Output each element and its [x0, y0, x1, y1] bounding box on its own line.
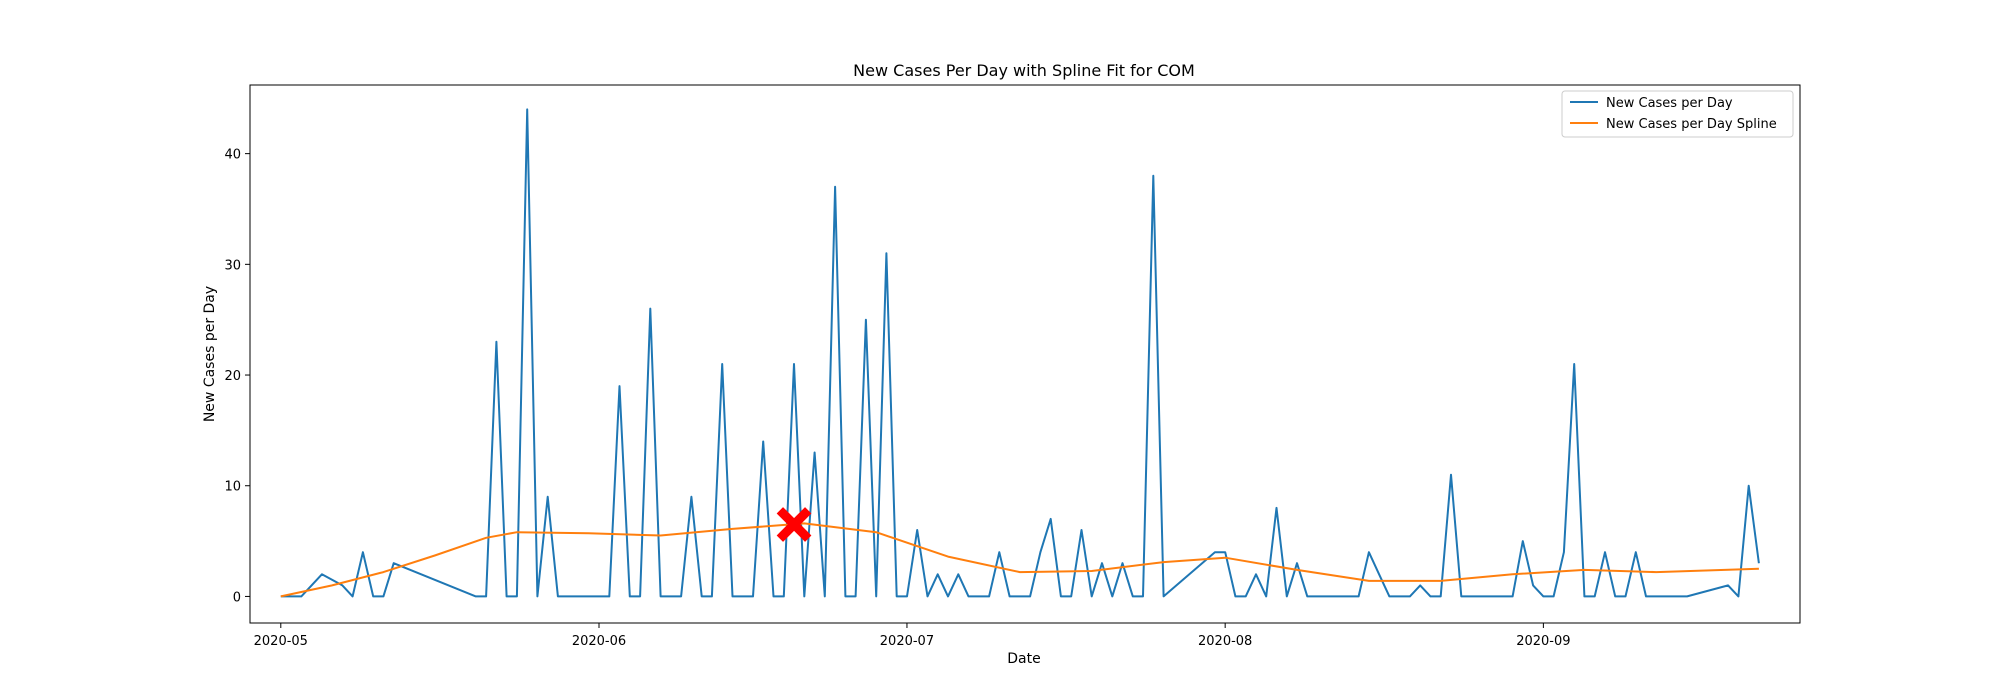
series-line-spline — [280, 522, 1759, 598]
legend-label-cases: New Cases per Day — [1606, 96, 1733, 111]
x-axis-ticks: 2020-05 2020-06 2020-07 2020-08 2020-09 — [254, 623, 1571, 649]
legend-box — [1561, 90, 1794, 138]
chart-title: New Cases Per Day with Spline Fit for CO… — [853, 61, 1195, 80]
x-tick-label: 2020-08 — [1198, 634, 1252, 649]
annotation-layer — [776, 507, 812, 542]
y-tick-label: 30 — [224, 258, 241, 273]
x-tick-label: 2020-06 — [572, 634, 626, 649]
y-axis-ticks: 0 10 20 30 40 — [224, 148, 250, 605]
legend: New Cases per Day New Cases per Day Spli… — [1561, 90, 1794, 138]
legend-label-spline: New Cases per Day Spline — [1606, 117, 1777, 132]
y-tick-label: 40 — [224, 148, 241, 163]
x-axis-label: Date — [1007, 651, 1040, 667]
y-tick-label: 20 — [224, 369, 241, 384]
y-tick-label: 0 — [233, 590, 241, 605]
y-axis-label: New Cases per Day — [202, 286, 218, 422]
y-tick-label: 10 — [224, 480, 241, 495]
x-tick-label: 2020-07 — [880, 634, 934, 649]
x-tick-label: 2020-05 — [254, 634, 308, 649]
x-tick-label: 2020-09 — [1516, 634, 1570, 649]
x-marker — [776, 507, 812, 542]
series-layer — [280, 108, 1760, 598]
series-line-cases — [280, 108, 1760, 598]
plot-frame — [249, 84, 1801, 624]
